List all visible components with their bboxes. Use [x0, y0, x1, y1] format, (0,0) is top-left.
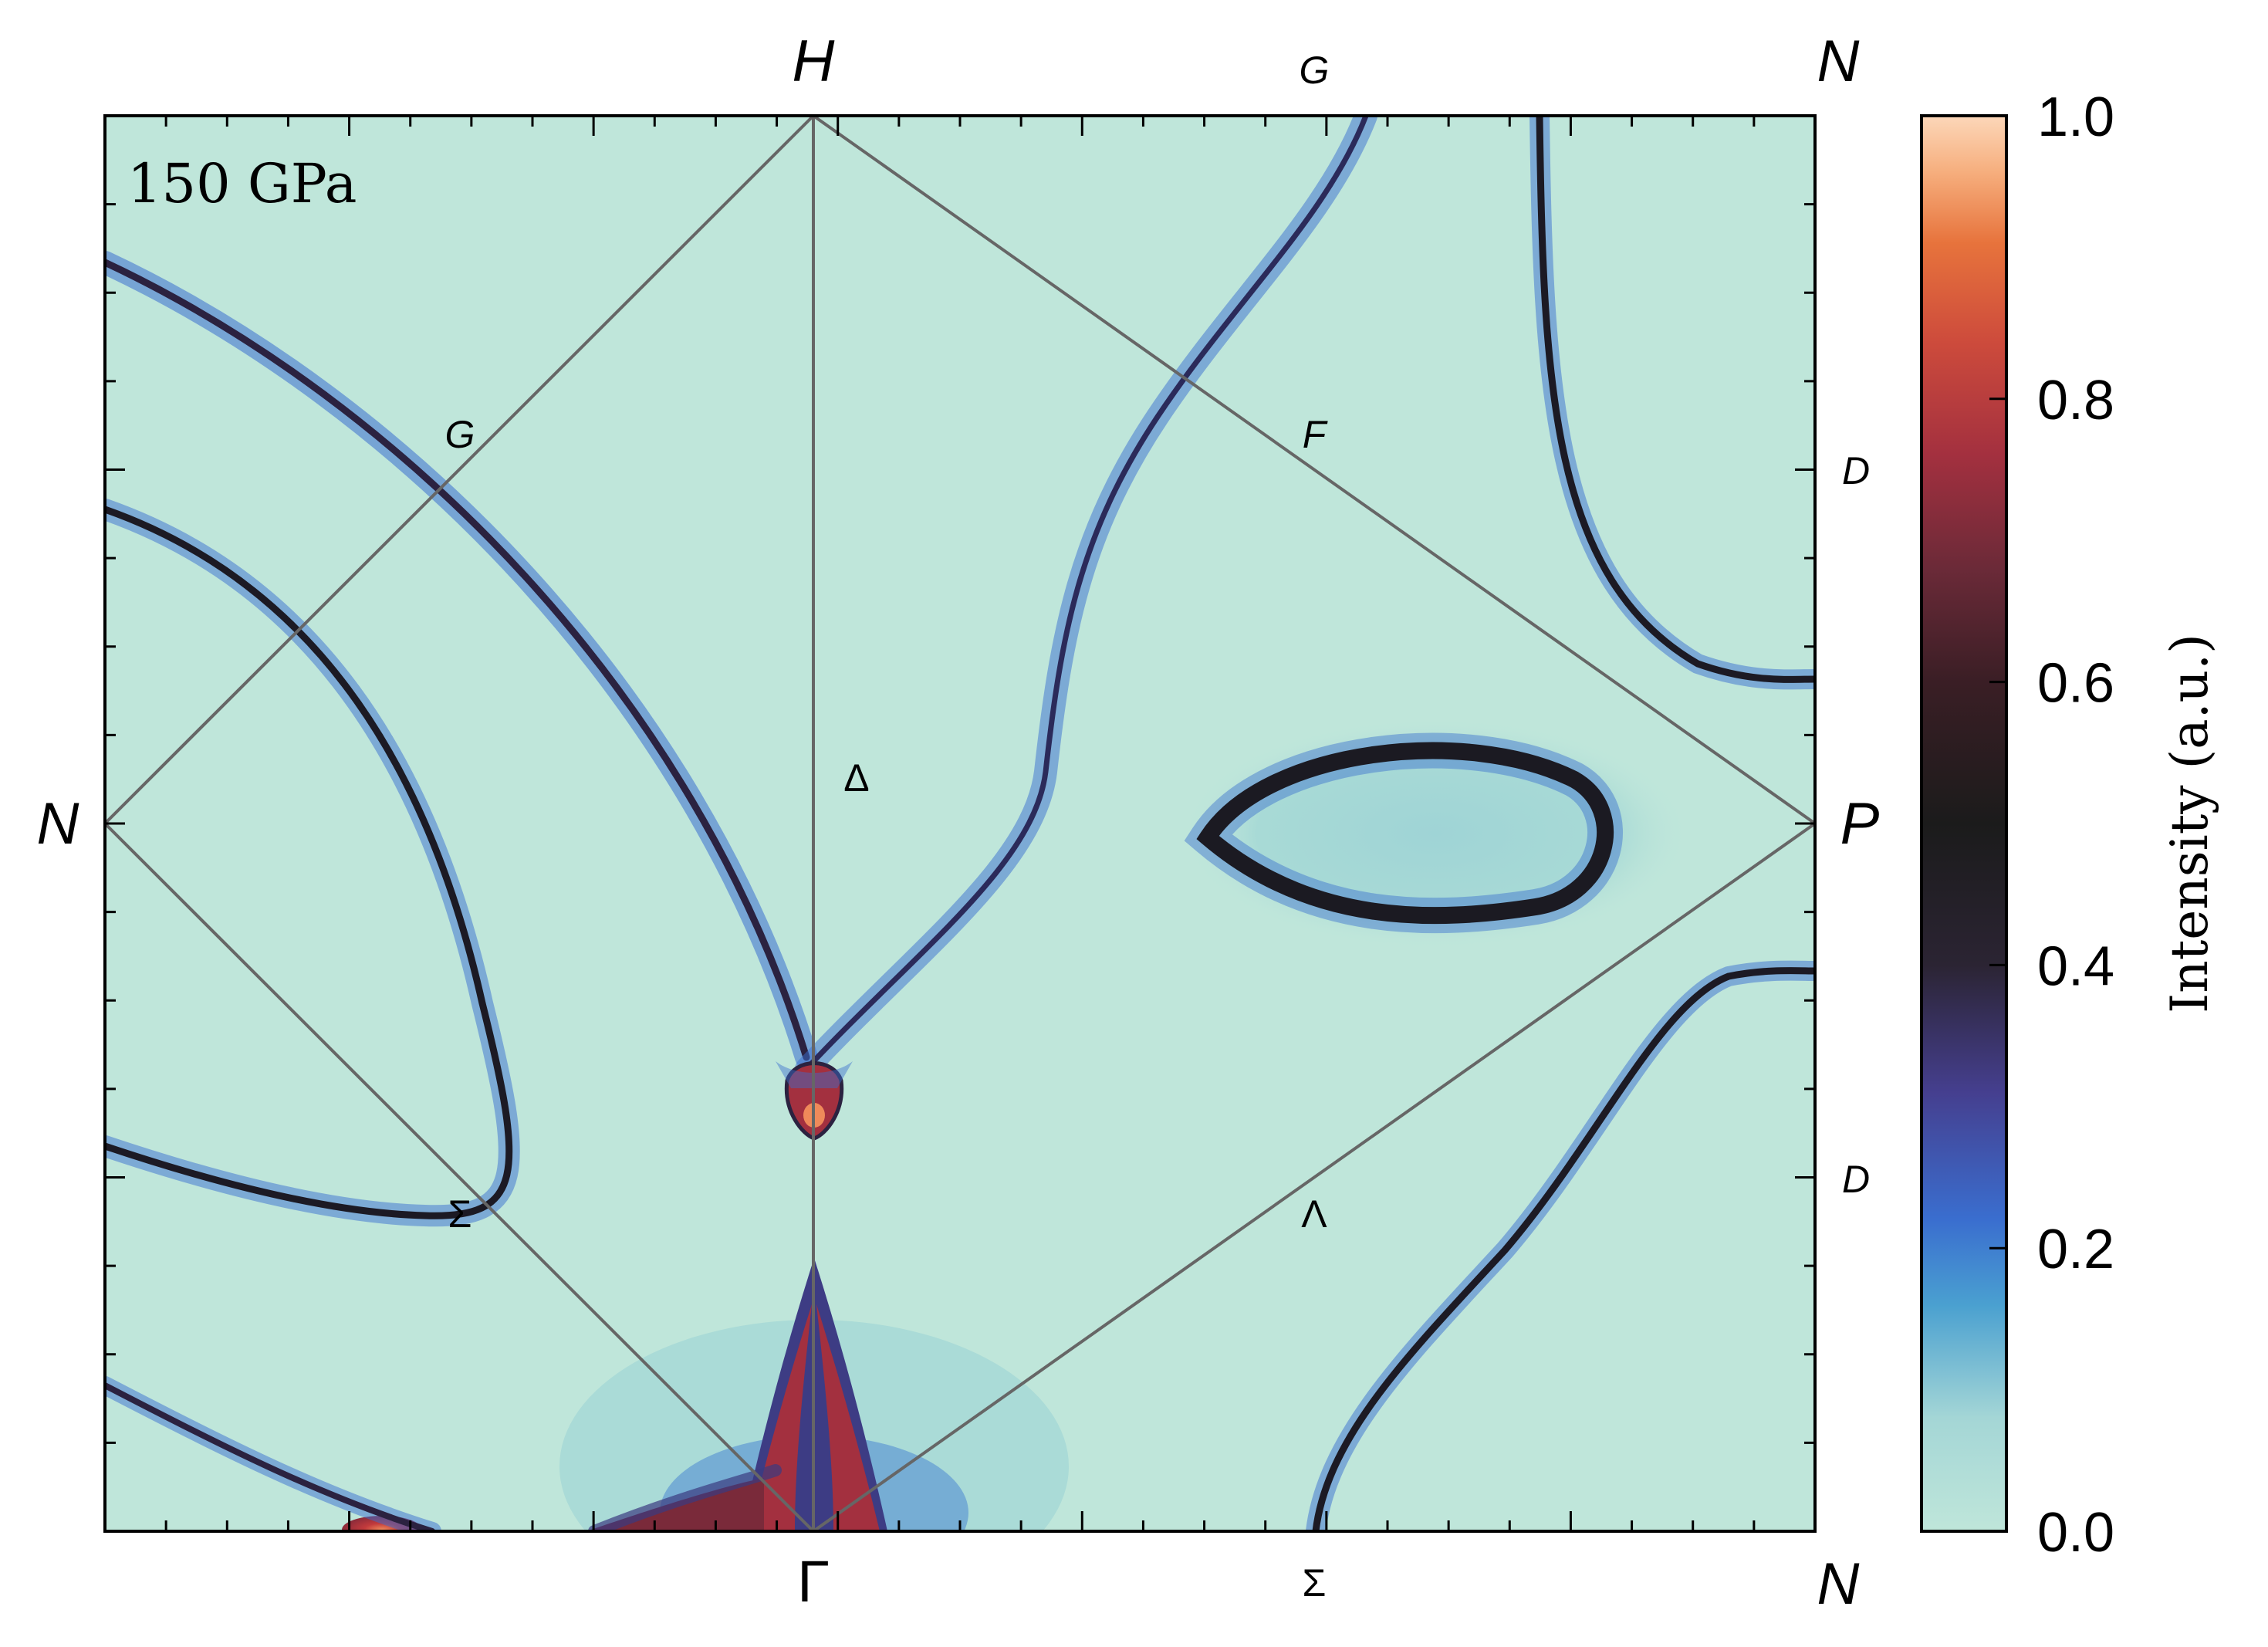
label-top-N: N — [1817, 29, 1860, 94]
label-interior-F: F — [1303, 413, 1328, 456]
band-bottom-left-core — [105, 1382, 435, 1531]
colorbar-label: Intensity (a.u.) — [2160, 634, 2219, 1013]
label-right-D-upper: D — [1842, 449, 1870, 492]
heatmap-layer — [105, 116, 1815, 1531]
label-bottom-Sigma: Σ — [1303, 1561, 1327, 1605]
label-bottom-Gamma: Γ — [797, 1549, 830, 1615]
band-bottom-arc — [588, 1464, 782, 1531]
label-right-D-lower: D — [1842, 1158, 1870, 1201]
band-outer-arc-core — [105, 259, 810, 1061]
axis-ticks — [105, 116, 1815, 1531]
colorbar: 0.0 0.2 0.4 0.6 0.8 1.0 Intensity (a.u.) — [1920, 86, 2219, 1564]
colorbar-gradient — [1920, 114, 2008, 1533]
label-interior-G: G — [445, 413, 475, 456]
label-top-G: G — [1300, 49, 1330, 92]
high-symmetry-labels: H G N N D P D Γ Σ N G F Δ Σ Λ — [37, 29, 1880, 1617]
bz-line-N-H — [103, 114, 815, 825]
label-interior-Delta: Δ — [843, 756, 869, 800]
colorbar-tick-label: 0.4 — [2037, 935, 2114, 997]
label-top-H: H — [793, 29, 835, 94]
colorbar-tick-label: 1.0 — [2037, 86, 2114, 148]
pressure-annotation: 150 GPa — [127, 152, 357, 215]
gamma-pocket-red-right — [816, 1304, 880, 1531]
bz-line-Gamma-N — [103, 822, 815, 1533]
brillouin-zone-lines — [103, 114, 1817, 1533]
band-top-right-core — [1536, 116, 1815, 683]
band-right-pocket-core — [1196, 742, 1614, 925]
label-interior-Sigma: Σ — [448, 1192, 472, 1236]
label-left-N: N — [37, 791, 79, 857]
label-interior-Lambda: Λ — [1301, 1192, 1327, 1236]
colorbar-tick-label: 0.6 — [2037, 653, 2114, 715]
band-left-pocket-core — [105, 506, 513, 1219]
label-bottom-N: N — [1817, 1551, 1860, 1617]
colorbar-tick-label: 0.0 — [2037, 1502, 2114, 1564]
bz-line-P-Gamma — [812, 822, 1817, 1533]
label-right-P: P — [1840, 791, 1880, 857]
colorbar-tick-label: 0.8 — [2037, 370, 2114, 431]
colorbar-ticks: 0.0 0.2 0.4 0.6 0.8 1.0 — [1989, 86, 2114, 1564]
band-lower-right-core — [1312, 967, 1815, 1531]
bz-line-H-P — [812, 114, 1817, 825]
band-upper-branch-core — [803, 116, 1369, 1072]
colorbar-tick-label: 0.2 — [2037, 1219, 2114, 1280]
